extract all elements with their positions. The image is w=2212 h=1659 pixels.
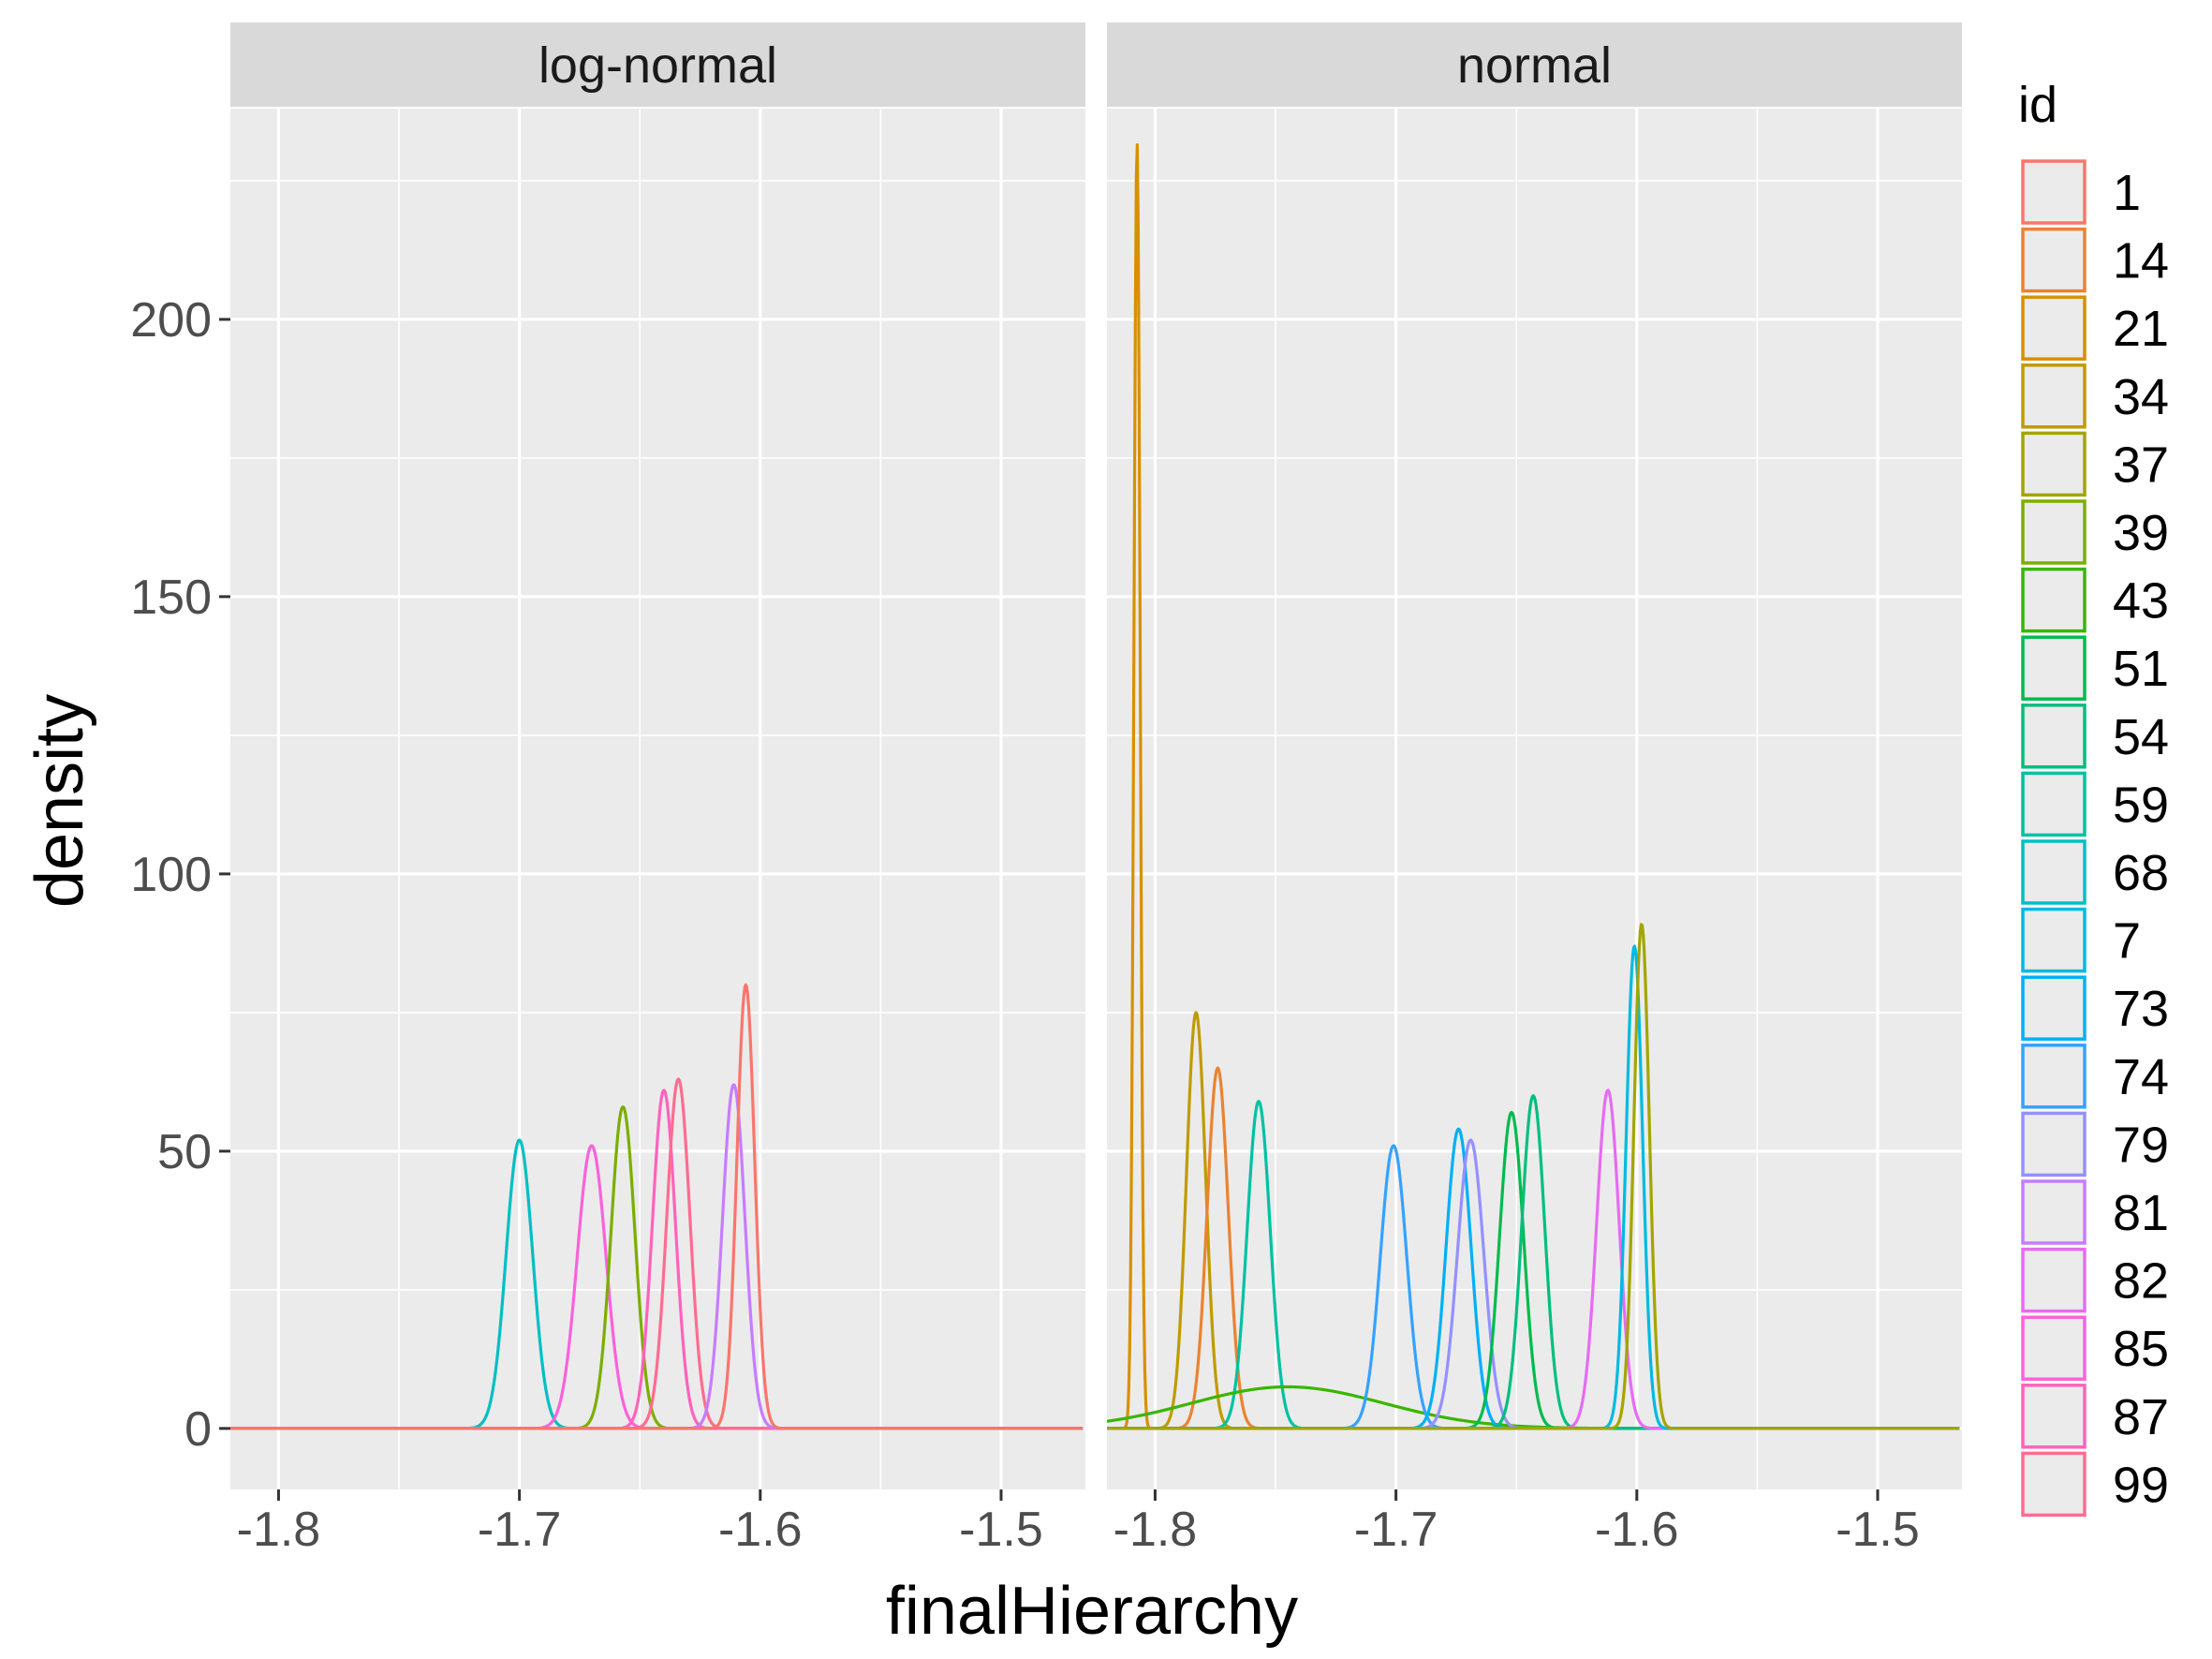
legend-key: [2021, 1179, 2087, 1245]
legend-label: 1: [2113, 165, 2141, 221]
legend-key: [2021, 907, 2087, 973]
facet-strip: [1107, 22, 1962, 107]
legend-label: 87: [2113, 1389, 2169, 1445]
legend-key: [2021, 295, 2087, 361]
x-tick-label: -1.8: [1113, 1503, 1198, 1557]
legend-key: [2021, 159, 2087, 225]
y-tick-label: 150: [130, 570, 212, 625]
x-tick-label: -1.6: [718, 1503, 803, 1557]
legend-label: 34: [2113, 369, 2169, 425]
legend-key: [2021, 227, 2087, 293]
legend-label: 43: [2113, 573, 2169, 630]
y-axis-title: density: [22, 694, 97, 908]
legend-label: 59: [2113, 777, 2169, 833]
facet-strip: [230, 22, 1085, 107]
legend-label: 74: [2113, 1049, 2169, 1105]
legend-label: 51: [2113, 641, 2169, 697]
legend-key: [2021, 1384, 2087, 1449]
legend-label: 7: [2113, 913, 2141, 970]
legend-key: [2021, 975, 2087, 1041]
x-tick-label: -1.5: [959, 1503, 1043, 1557]
legend-label: 79: [2113, 1117, 2169, 1173]
facet-strip-label: normal: [1457, 37, 1612, 94]
legend-label: 54: [2113, 709, 2169, 765]
x-tick-label: -1.6: [1595, 1503, 1679, 1557]
legend-key: [2021, 771, 2087, 837]
legend-key: [2021, 1315, 2087, 1381]
legend-label: 99: [2113, 1457, 2169, 1513]
x-tick-label: -1.7: [1354, 1503, 1438, 1557]
y-tick-label: 50: [157, 1125, 212, 1179]
legend-key: [2021, 1247, 2087, 1313]
legend-label: 14: [2113, 233, 2169, 289]
legend-label: 82: [2113, 1253, 2169, 1310]
legend-key: [2021, 839, 2087, 905]
legend: id 1 14 21 34 37 39 43 51 54 59 68 7 73 74 79 81 82 85 87 99: [2018, 77, 2169, 1518]
x-tick-label: -1.7: [478, 1503, 562, 1557]
legend-label: 85: [2113, 1321, 2169, 1377]
facet-panel-normal: normal: [1107, 22, 1962, 1489]
legend-key: [2021, 567, 2087, 633]
legend-key: [2021, 635, 2087, 701]
legend-label: 21: [2113, 301, 2169, 357]
legend-key: [2021, 499, 2087, 565]
legend-label: 37: [2113, 437, 2169, 493]
panel-background: [1107, 109, 1962, 1489]
legend-label: 39: [2113, 505, 2169, 561]
legend-key: [2021, 363, 2087, 429]
y-tick-label: 100: [130, 848, 212, 902]
y-tick-label: 200: [130, 293, 212, 348]
legend-key: [2021, 1111, 2087, 1178]
x-tick-label: -1.5: [1836, 1503, 1920, 1557]
x-axis-title: finalHierarchy: [886, 1574, 1298, 1649]
legend-title: id: [2018, 77, 2057, 133]
y-tick-label: 0: [184, 1402, 212, 1457]
legend-key: [2021, 704, 2087, 769]
legend-key: [2021, 1451, 2087, 1518]
legend-label: 68: [2113, 845, 2169, 901]
legend-label: 73: [2113, 981, 2169, 1037]
x-tick-label: -1.8: [237, 1503, 321, 1557]
legend-label: 81: [2113, 1185, 2169, 1241]
density-curve: [230, 983, 1084, 1430]
density-curve: [1107, 923, 1961, 1430]
facet-strip-label: log-normal: [538, 37, 777, 94]
legend-key: [2021, 1044, 2087, 1109]
facet-panel-log-normal: log-normal: [230, 22, 1085, 1489]
legend-key: [2021, 431, 2087, 497]
panel-background: [230, 109, 1085, 1489]
